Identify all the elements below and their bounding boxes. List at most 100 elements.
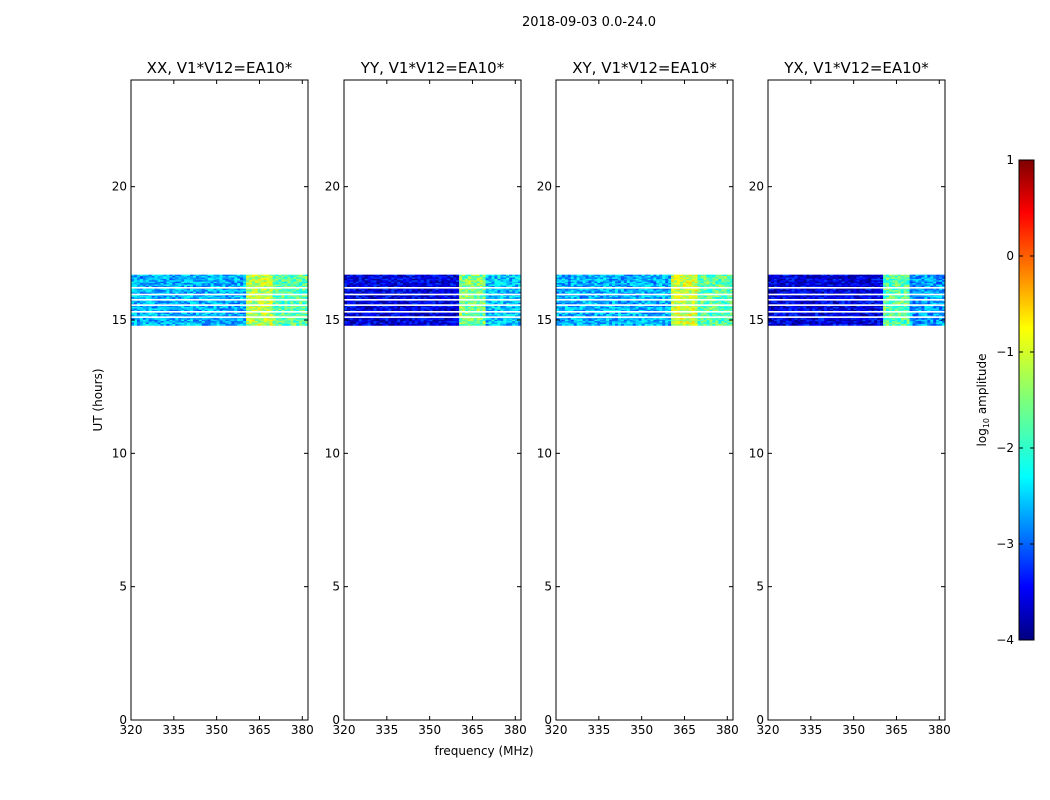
heatmap-cell — [166, 322, 170, 325]
heatmap-cell — [263, 288, 268, 291]
heatmap-cell — [405, 284, 410, 287]
heatmap-cell — [709, 283, 713, 285]
heatmap-cell — [172, 276, 176, 278]
heatmap-cell — [302, 302, 306, 305]
heatmap-cell — [219, 278, 223, 281]
heatmap-cell — [405, 280, 410, 283]
heatmap-cell — [361, 291, 366, 294]
heatmap-cell — [240, 283, 244, 285]
heatmap-cell — [287, 322, 291, 325]
heatmap-cell — [400, 285, 404, 288]
heatmap-cell — [435, 276, 439, 278]
heatmap-cell — [423, 318, 427, 321]
heatmap-cell — [573, 285, 578, 288]
heatmap-cell — [254, 305, 259, 308]
heatmap-cell — [479, 323, 484, 326]
heatmap-cell — [216, 278, 220, 281]
heatmap-cell — [600, 277, 604, 280]
heatmap-cell — [201, 323, 206, 326]
heatmap-cell — [231, 314, 235, 316]
heatmap-cell — [662, 276, 666, 278]
heatmap-cell — [222, 305, 226, 308]
heatmap-cell — [225, 322, 229, 325]
heatmap-cell — [184, 276, 188, 278]
heatmap-cell — [142, 322, 147, 325]
heatmap-cell — [231, 318, 235, 321]
heatmap-cell — [293, 309, 297, 312]
heatmap-cell — [697, 281, 701, 284]
heatmap-cell — [494, 308, 498, 311]
heatmap-cell — [284, 322, 288, 325]
heatmap-cell — [263, 290, 268, 292]
heatmap-cell — [131, 278, 135, 281]
heatmap-cell — [671, 285, 675, 288]
heatmap-cell — [518, 300, 522, 302]
heatmap-cell — [417, 284, 422, 287]
heatmap-cell — [136, 281, 141, 284]
heatmap-cell — [382, 281, 386, 284]
heatmap-cell — [709, 278, 713, 281]
heatmap-cell — [379, 322, 383, 325]
heatmap-cell — [376, 301, 380, 304]
heatmap-cell — [682, 285, 687, 288]
heatmap-cell — [718, 274, 722, 277]
heatmap-cell — [426, 280, 430, 283]
heatmap-cell — [278, 305, 282, 308]
heatmap-cell — [573, 284, 578, 287]
heatmap-cell — [154, 291, 158, 294]
heatmap-cell — [515, 294, 519, 297]
heatmap-cell — [674, 284, 678, 287]
heatmap-cell — [163, 291, 167, 294]
heatmap-cell — [136, 276, 141, 278]
heatmap-cell — [237, 312, 241, 315]
heatmap-cell — [464, 274, 469, 277]
heatmap-cell — [370, 319, 374, 322]
heatmap-cell — [709, 284, 713, 287]
heatmap-cell — [491, 308, 495, 311]
heatmap-cell — [234, 294, 238, 297]
heatmap-cell — [426, 284, 430, 287]
heatmap-cell — [391, 290, 395, 292]
heatmap-cell — [358, 295, 363, 298]
heatmap-cell — [405, 319, 410, 322]
heatmap-cell — [175, 280, 179, 283]
heatmap-cell — [388, 323, 392, 326]
heatmap-cell — [302, 285, 306, 288]
heatmap-cell — [518, 295, 522, 298]
heatmap-cell — [382, 301, 386, 304]
heatmap-cell — [213, 285, 217, 288]
heatmap-cell — [263, 302, 268, 305]
heatmap-cell — [139, 278, 144, 281]
heatmap-cell — [509, 308, 513, 311]
heatmap-cell — [293, 284, 297, 287]
heatmap-cell — [600, 276, 604, 278]
heatmap-cell — [385, 323, 389, 326]
heatmap-cell — [403, 321, 407, 323]
heatmap-cell — [417, 308, 422, 311]
heatmap-cell — [518, 291, 522, 294]
heatmap-cell — [473, 319, 478, 322]
heatmap-cell — [382, 274, 386, 277]
heatmap-cell — [700, 281, 704, 284]
heatmap-cell — [579, 277, 583, 280]
heatmap-cell — [632, 285, 637, 288]
heatmap-cell — [512, 277, 516, 280]
heatmap-cell — [700, 285, 704, 288]
heatmap-cell — [169, 307, 173, 309]
heatmap-cell — [500, 274, 504, 277]
heatmap-cell — [485, 305, 489, 308]
heatmap-cell — [485, 318, 489, 321]
heatmap-cell — [479, 285, 484, 288]
heatmap-cell — [612, 284, 616, 287]
heatmap-cell — [148, 297, 153, 299]
heatmap-cell — [459, 291, 463, 294]
heatmap-cell — [417, 319, 422, 322]
heatmap-cell — [287, 283, 291, 285]
heatmap-cell — [444, 322, 448, 325]
heatmap-cell — [712, 284, 716, 287]
heatmap-cell — [391, 277, 395, 280]
heatmap-cell — [254, 301, 259, 304]
heatmap-cell — [178, 312, 182, 315]
heatmap-cell — [166, 283, 170, 285]
heatmap-cell — [169, 290, 173, 292]
